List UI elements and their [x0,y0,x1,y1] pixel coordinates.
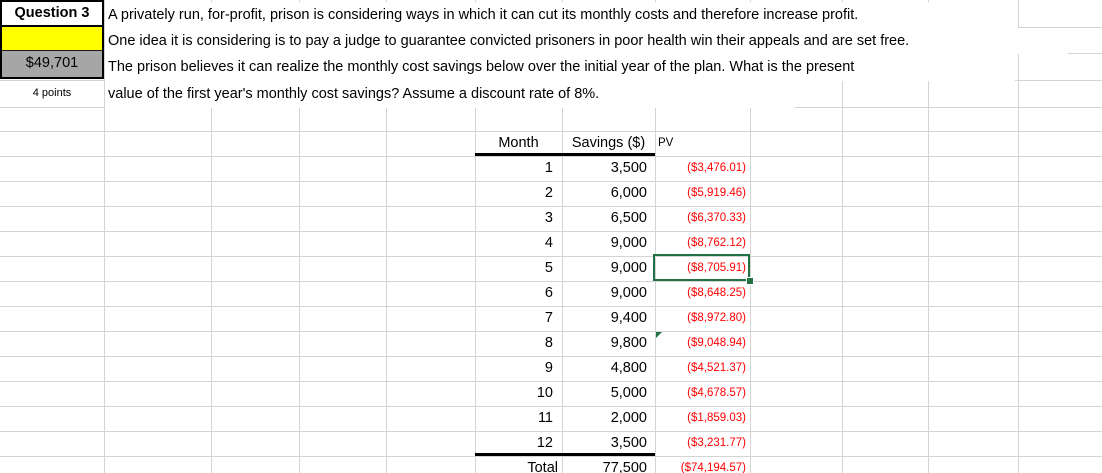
table-row-month-8: 8 9,800 ($9,048.94) [475,331,750,356]
gridline [386,0,387,473]
table-row-month-10: 10 5,000 ($4,678.57) [475,381,750,406]
gridline [0,281,1102,282]
question-text-line-4[interactable]: value of the first year's monthly cost s… [105,81,795,108]
gridline [0,406,1102,407]
cell-month-12[interactable]: 12 [536,435,553,451]
answer-value-cell[interactable]: $49,701 [2,51,102,77]
cell-savings-5[interactable]: 9,000 [610,260,647,276]
cell-pv-6[interactable]: ($8,648.25) [687,287,746,299]
gridline [475,0,476,473]
cell-month-11[interactable]: 11 [537,410,553,426]
gridline [750,0,751,473]
question-text-line-3[interactable]: The prison believes it can realize the m… [105,54,1015,81]
pv-table: Month Savings ($) PV 1 3,500 ($3,476.01) 2 6… [475,131,750,473]
cell-savings-11[interactable]: 2,000 [610,410,647,426]
cell-savings-3[interactable]: 6,500 [610,210,647,226]
gridline [0,131,1102,132]
table-row-month-1: 1 3,500 ($3,476.01) [475,156,750,181]
cell-savings-8[interactable]: 9,800 [610,335,647,351]
cell-savings-10[interactable]: 5,000 [610,385,647,401]
gridline [0,181,1102,182]
cell-month-2[interactable]: 2 [544,185,553,201]
table-row-month-11: 11 2,000 ($1,859.03) [475,406,750,431]
cell-month-6[interactable]: 6 [544,285,553,301]
cell-savings-4[interactable]: 9,000 [610,235,647,251]
total-top-border [475,453,655,456]
gridline [655,0,656,473]
highlight-cell-yellow[interactable] [2,27,102,51]
cell-month-10[interactable]: 10 [536,385,553,401]
gridline [299,0,300,473]
cell-pv-8[interactable]: ($9,048.94) [687,337,746,349]
table-row-month-7: 7 9,400 ($8,972.80) [475,306,750,331]
fill-handle[interactable] [746,277,754,285]
gridline [0,431,1102,432]
cell-total-label[interactable]: Total [527,460,558,473]
total-row: Total 77,500 ($74,194.57) [475,456,750,473]
gridline [0,206,1102,207]
table-row-month-12: 12 3,500 ($3,231.77) [475,431,750,456]
cell-month-5[interactable]: 5 [544,260,553,276]
table-row-month-5: 5 9,000 ($8,705.91) [475,256,750,281]
gridline [0,306,1102,307]
points-cell[interactable]: 4 points [32,87,72,99]
header-pv[interactable]: PV [658,137,674,149]
cell-pv-4[interactable]: ($8,762.12) [687,237,746,249]
table-row-month-9: 9 4,800 ($4,521.37) [475,356,750,381]
cell-month-8[interactable]: 8 [544,335,553,351]
cell-savings-7[interactable]: 9,400 [610,310,647,326]
cell-total-pv[interactable]: ($74,194.57) [680,462,746,473]
cell-pv-9[interactable]: ($4,521.37) [687,362,746,374]
question-label-cell[interactable]: Question 3 [2,2,102,27]
table-row-month-3: 3 6,500 ($6,370.33) [475,206,750,231]
cell-savings-1[interactable]: 3,500 [610,160,647,176]
cell-savings-9[interactable]: 4,800 [610,360,647,376]
gridline [928,0,929,473]
question-block: Question 3 $49,701 [0,0,104,79]
cell-month-1[interactable]: 1 [544,160,553,176]
cell-pv-7[interactable]: ($8,972.80) [687,312,746,324]
gridline [842,0,843,473]
cell-savings-6[interactable]: 9,000 [610,285,647,301]
gridline [562,0,563,473]
gridline [0,156,1102,157]
gridline [1018,0,1019,473]
active-cell-selection[interactable] [653,254,750,281]
cell-pv-1[interactable]: ($3,476.01) [687,162,746,174]
cell-pv-2[interactable]: ($5,919.46) [687,187,746,199]
cell-pv-10[interactable]: ($4,678.57) [687,387,746,399]
table-row-month-2: 2 6,000 ($5,919.46) [475,181,750,206]
gridline [0,356,1102,357]
cell-savings-12[interactable]: 3,500 [610,435,647,451]
cell-month-7[interactable]: 7 [544,310,553,326]
cell-pv-12[interactable]: ($3,231.77) [687,437,746,449]
table-row-month-6: 6 9,000 ($8,648.25) [475,281,750,306]
pv-table-body: 1 3,500 ($3,476.01) 2 6,000 ($5,919.46) 3 6,500… [475,156,750,456]
cell-pv-5[interactable]: ($8,705.91) [687,262,746,274]
question-text-line-2[interactable]: One idea it is considering is to pay a j… [105,28,1068,54]
cell-month-4[interactable]: 4 [544,235,553,251]
header-savings[interactable]: Savings ($) [571,135,646,151]
gridline [0,331,1102,332]
cell-pv-11[interactable]: ($1,859.03) [687,412,746,424]
cell-total-savings[interactable]: 77,500 [602,460,647,473]
gridline [104,0,105,473]
cell-flag-triangle-icon [656,332,662,338]
gridline [0,456,1102,457]
pv-table-header-row: Month Savings ($) PV [475,131,750,156]
gridline [211,0,212,473]
gridline [0,231,1102,232]
gridline [0,256,1102,257]
question-text-line-1[interactable]: A privately run, for-profit, prison is c… [105,2,1018,28]
cell-pv-3[interactable]: ($6,370.33) [687,212,746,224]
cell-savings-2[interactable]: 6,000 [610,185,647,201]
gridline [0,381,1102,382]
cell-month-3[interactable]: 3 [544,210,553,226]
header-month[interactable]: Month [498,135,539,151]
table-row-month-4: 4 9,000 ($8,762.12) [475,231,750,256]
header-bottom-border [475,153,655,156]
cell-month-9[interactable]: 9 [544,360,553,376]
